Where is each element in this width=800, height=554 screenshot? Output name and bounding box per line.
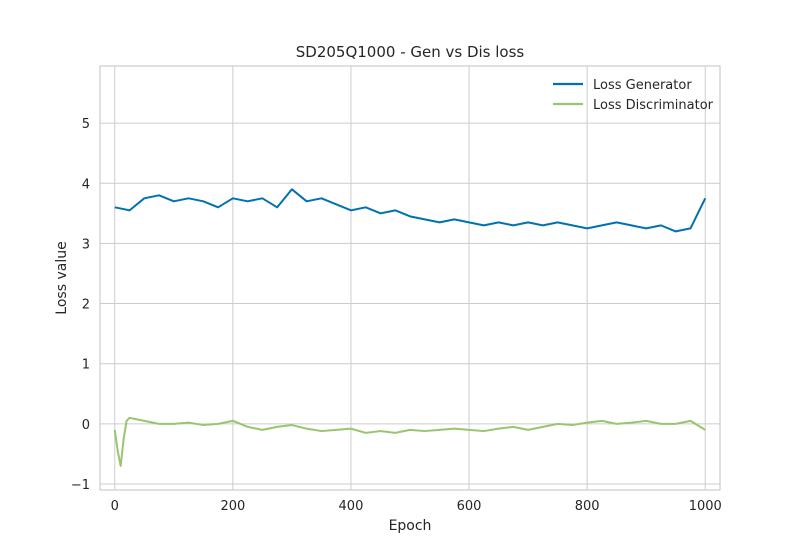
y-tick-label: 1	[82, 358, 90, 373]
x-tick-label: 0	[111, 499, 119, 514]
x-tick-label: 400	[339, 499, 364, 514]
legend: Loss Generator Loss Discriminator	[553, 78, 714, 113]
series-line-generator	[114, 188, 707, 233]
y-tick-label: 0	[82, 418, 90, 433]
legend-label-generator: Loss Generator	[593, 78, 692, 93]
series-layer	[113, 188, 707, 467]
y-tick-label: −1	[71, 478, 90, 493]
y-tick-label: 2	[82, 298, 90, 313]
y-tick-labels: −1 0 1 2 3 4 5	[71, 117, 90, 493]
y-tick-label: 3	[82, 237, 90, 252]
series-line-discriminator	[113, 416, 706, 467]
y-tick-label: 5	[82, 117, 90, 132]
chart-title: SD205Q1000 - Gen vs Dis loss	[296, 43, 525, 61]
grid	[100, 66, 720, 490]
y-axis-label: Loss value	[54, 241, 70, 314]
x-tick-label: 1000	[689, 499, 722, 514]
plot-area	[100, 66, 720, 490]
x-tick-label: 800	[575, 499, 600, 514]
legend-label-discriminator: Loss Discriminator	[593, 98, 714, 113]
plot-frame	[99, 65, 721, 491]
x-tick-label: 600	[457, 499, 482, 514]
y-tick-label: 4	[82, 177, 90, 192]
x-axis-label: Epoch	[389, 518, 432, 534]
x-tick-label: 200	[220, 499, 245, 514]
x-tick-labels: 0 200 400 600 800 1000	[111, 499, 722, 514]
